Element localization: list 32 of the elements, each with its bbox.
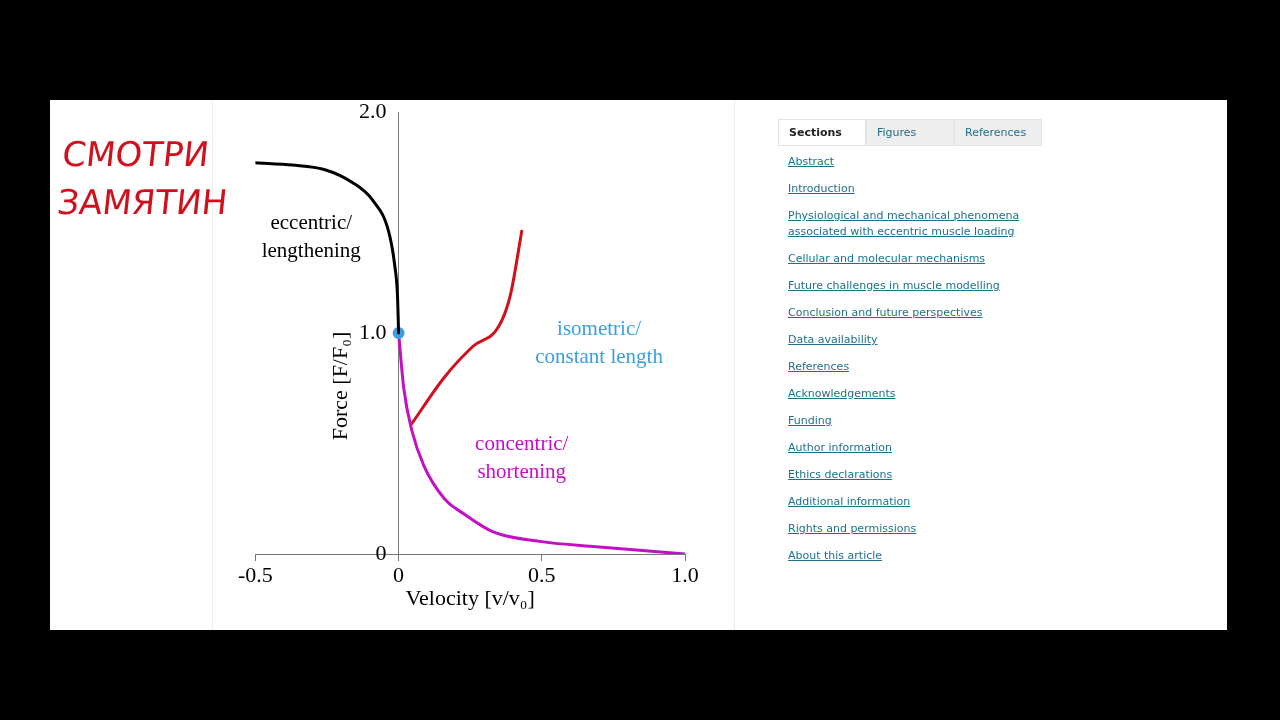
text: Figures: [866, 119, 954, 146]
text: References: [788, 359, 851, 375]
text: Abstract: [788, 154, 836, 170]
line-series: [410, 229, 524, 426]
text: Conclusion and future perspectives: [788, 305, 984, 321]
annotation: concentric/shortening: [475, 430, 569, 483]
text: About this article: [788, 548, 884, 564]
x-tick-label: 0: [393, 561, 405, 587]
x-tick-label: 1.0: [671, 561, 699, 587]
y-tick-label: 0: [375, 539, 387, 565]
text: СМОТРИ ЗАМЯТИН: [54, 133, 231, 224]
text: Cellular and molecular mechanisms: [788, 251, 987, 267]
x-tick-label: -0.5: [238, 561, 273, 587]
text: Rights and permissions: [788, 521, 918, 537]
text: Acknowledgements: [788, 386, 897, 402]
text: Additional information: [788, 494, 912, 510]
y-axis-title: Force [F/F₀]: [327, 331, 353, 441]
text: Author information: [788, 440, 894, 456]
text: References: [954, 119, 1042, 146]
x-tick-label: 0.5: [528, 561, 556, 587]
y-tick-label: 2.0: [359, 97, 387, 123]
text: Funding: [788, 413, 833, 429]
annotation: eccentric/lengthening: [261, 209, 362, 262]
text: Introduction: [788, 181, 856, 197]
annotation: isometric/constant length: [535, 316, 664, 369]
y-tick-label: 1.0: [359, 318, 387, 344]
text: Physiological and mechanical phenomena associated with eccentric muscle loading: [788, 208, 1021, 240]
text: Ethics declarations: [788, 467, 894, 483]
text: Future challenges in muscle modelling: [788, 278, 1001, 294]
text: Data availability: [788, 332, 879, 348]
x-axis-title: Velocity [v/v₀]: [405, 584, 535, 610]
text: Sections: [778, 119, 866, 146]
